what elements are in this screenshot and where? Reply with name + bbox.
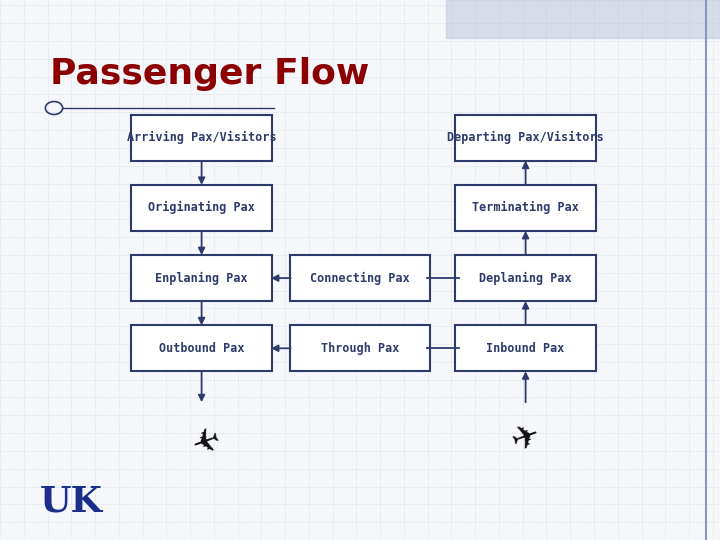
Text: Originating Pax: Originating Pax	[148, 201, 255, 214]
FancyBboxPatch shape	[455, 115, 596, 160]
Text: Arriving Pax/Visitors: Arriving Pax/Visitors	[127, 131, 276, 144]
Text: Enplaning Pax: Enplaning Pax	[156, 272, 248, 285]
FancyBboxPatch shape	[455, 255, 596, 301]
FancyBboxPatch shape	[132, 325, 272, 372]
Text: Departing Pax/Visitors: Departing Pax/Visitors	[447, 131, 604, 144]
Text: ✈: ✈	[507, 417, 544, 458]
Text: UK: UK	[40, 484, 102, 518]
FancyBboxPatch shape	[455, 325, 596, 372]
FancyBboxPatch shape	[132, 255, 272, 301]
FancyBboxPatch shape	[455, 185, 596, 231]
Text: Inbound Pax: Inbound Pax	[487, 342, 564, 355]
Text: Terminating Pax: Terminating Pax	[472, 201, 579, 214]
FancyBboxPatch shape	[132, 115, 272, 160]
Text: Outbound Pax: Outbound Pax	[159, 342, 244, 355]
Text: Through Pax: Through Pax	[321, 342, 399, 355]
Text: Connecting Pax: Connecting Pax	[310, 272, 410, 285]
Text: Passenger Flow: Passenger Flow	[50, 57, 369, 91]
FancyBboxPatch shape	[132, 185, 272, 231]
Text: Deplaning Pax: Deplaning Pax	[480, 272, 572, 285]
Text: ✈: ✈	[183, 417, 220, 458]
FancyBboxPatch shape	[289, 255, 430, 301]
FancyBboxPatch shape	[289, 325, 430, 372]
